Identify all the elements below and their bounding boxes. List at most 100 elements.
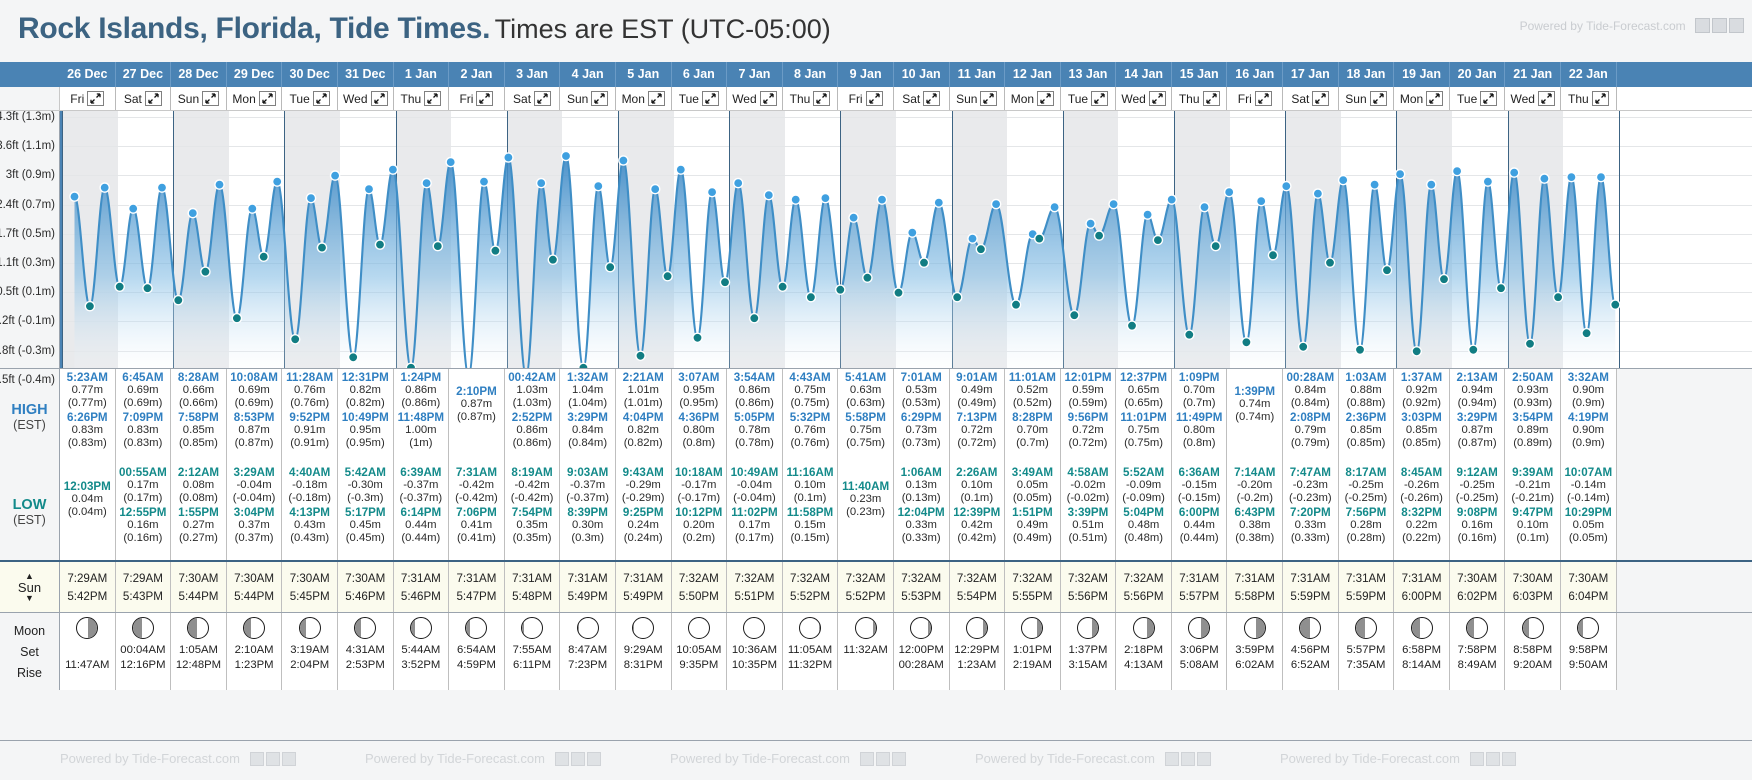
high-tide-marker[interactable] (187, 207, 199, 219)
low-tide-marker[interactable] (1184, 329, 1195, 340)
low-tide-marker[interactable] (604, 261, 616, 273)
expand-icon[interactable] (923, 91, 941, 106)
low-tide-marker[interactable] (951, 291, 963, 303)
high-tide-marker[interactable] (1426, 179, 1437, 190)
high-tide-marker[interactable] (127, 203, 139, 214)
high-tide-marker[interactable] (1451, 165, 1463, 177)
low-tide-marker[interactable] (635, 350, 646, 362)
high-tide-marker[interactable] (1312, 188, 1324, 199)
low-tide-marker[interactable] (84, 300, 96, 312)
high-tide-marker[interactable] (156, 182, 168, 193)
low-tide-marker[interactable] (862, 272, 873, 283)
low-tide-marker[interactable] (200, 266, 211, 277)
expand-icon[interactable] (1037, 91, 1055, 106)
high-tide-marker[interactable] (675, 164, 687, 175)
low-tide-marker[interactable] (547, 254, 559, 265)
low-tide-marker[interactable] (835, 284, 846, 295)
high-tide-marker[interactable] (732, 177, 744, 189)
high-tide-marker[interactable] (478, 176, 490, 187)
high-tide-marker[interactable] (1508, 167, 1520, 178)
high-tide-marker[interactable] (99, 182, 111, 193)
high-tide-marker[interactable] (790, 194, 802, 205)
low-tide-marker[interactable] (1267, 249, 1279, 261)
high-tide-marker[interactable] (1223, 186, 1235, 198)
expand-icon[interactable] (1369, 91, 1387, 106)
expand-icon[interactable] (144, 91, 162, 106)
low-tide-marker[interactable] (1210, 240, 1221, 252)
expand-icon[interactable] (424, 91, 442, 106)
high-tide-marker[interactable] (69, 191, 80, 202)
high-tide-marker[interactable] (1199, 201, 1210, 213)
high-tide-marker[interactable] (305, 192, 317, 204)
low-tide-marker[interactable] (1552, 291, 1564, 303)
low-tide-marker[interactable] (1152, 234, 1164, 246)
low-tide-marker[interactable] (1297, 341, 1309, 353)
high-tide-marker[interactable] (1085, 218, 1096, 229)
low-tide-marker[interactable] (1241, 336, 1252, 348)
low-tide-marker[interactable] (1381, 264, 1393, 276)
expand-icon[interactable] (87, 91, 105, 106)
high-tide-marker[interactable] (1566, 171, 1577, 183)
low-tide-marker[interactable] (1610, 299, 1621, 310)
low-tide-marker[interactable] (1126, 320, 1138, 331)
high-tide-marker[interactable] (593, 180, 604, 192)
high-tide-marker[interactable] (1142, 209, 1153, 220)
high-tide-marker[interactable] (560, 150, 572, 162)
high-tide-marker[interactable] (1049, 201, 1060, 213)
high-tide-marker[interactable] (387, 164, 399, 175)
expand-icon[interactable] (591, 91, 609, 106)
high-tide-marker[interactable] (706, 186, 718, 198)
low-tide-marker[interactable] (1468, 344, 1479, 356)
expand-icon[interactable] (1091, 91, 1109, 106)
high-tide-marker[interactable] (271, 176, 283, 187)
expand-icon[interactable] (312, 91, 330, 106)
high-tide-marker[interactable] (329, 170, 341, 181)
high-tide-marker[interactable] (1482, 176, 1494, 187)
low-tide-marker[interactable] (142, 282, 153, 294)
high-tide-marker[interactable] (503, 152, 514, 163)
low-tide-marker[interactable] (114, 281, 126, 292)
low-tide-marker[interactable] (1093, 230, 1105, 241)
low-tide-marker[interactable] (975, 243, 987, 255)
expand-icon[interactable] (1148, 91, 1166, 106)
low-tide-marker[interactable] (1438, 273, 1450, 285)
high-tide-marker[interactable] (363, 183, 375, 195)
low-tide-marker[interactable] (1524, 338, 1536, 350)
low-tide-marker[interactable] (1581, 327, 1592, 339)
low-tide-marker[interactable] (1324, 257, 1336, 268)
high-tide-marker[interactable] (1539, 173, 1550, 184)
low-tide-marker[interactable] (749, 312, 760, 324)
expand-icon[interactable] (1480, 91, 1498, 106)
high-tide-marker[interactable] (1281, 180, 1292, 192)
high-tide-marker[interactable] (933, 197, 945, 208)
high-tide-marker[interactable] (967, 233, 978, 244)
high-tide-marker[interactable] (907, 227, 918, 238)
low-tide-marker[interactable] (347, 351, 359, 363)
low-tide-marker[interactable] (805, 291, 817, 303)
high-tide-marker[interactable] (820, 192, 831, 204)
low-tide-marker[interactable] (692, 332, 703, 344)
low-tide-marker[interactable] (719, 276, 731, 288)
high-tide-marker[interactable] (1166, 194, 1177, 205)
low-tide-marker[interactable] (258, 251, 269, 262)
expand-icon[interactable] (701, 91, 719, 106)
low-tide-marker[interactable] (1010, 299, 1022, 310)
high-tide-marker[interactable] (1255, 195, 1267, 207)
high-tide-marker[interactable] (990, 198, 1002, 210)
low-tide-marker[interactable] (777, 281, 788, 292)
low-tide-marker[interactable] (662, 270, 673, 282)
high-tide-marker[interactable] (1595, 171, 1607, 183)
expand-icon[interactable] (1591, 91, 1609, 106)
high-tide-marker[interactable] (445, 156, 457, 168)
expand-icon[interactable] (647, 91, 665, 106)
low-tide-marker[interactable] (405, 362, 417, 368)
high-tide-marker[interactable] (848, 212, 859, 223)
expand-icon[interactable] (865, 91, 883, 106)
expand-icon[interactable] (980, 91, 998, 106)
tide-chart-plot[interactable] (60, 111, 1752, 368)
expand-icon[interactable] (1312, 91, 1330, 106)
low-tide-marker[interactable] (231, 312, 243, 324)
expand-icon[interactable] (202, 91, 220, 106)
high-tide-marker[interactable] (214, 179, 225, 190)
low-tide-marker[interactable] (490, 245, 501, 256)
